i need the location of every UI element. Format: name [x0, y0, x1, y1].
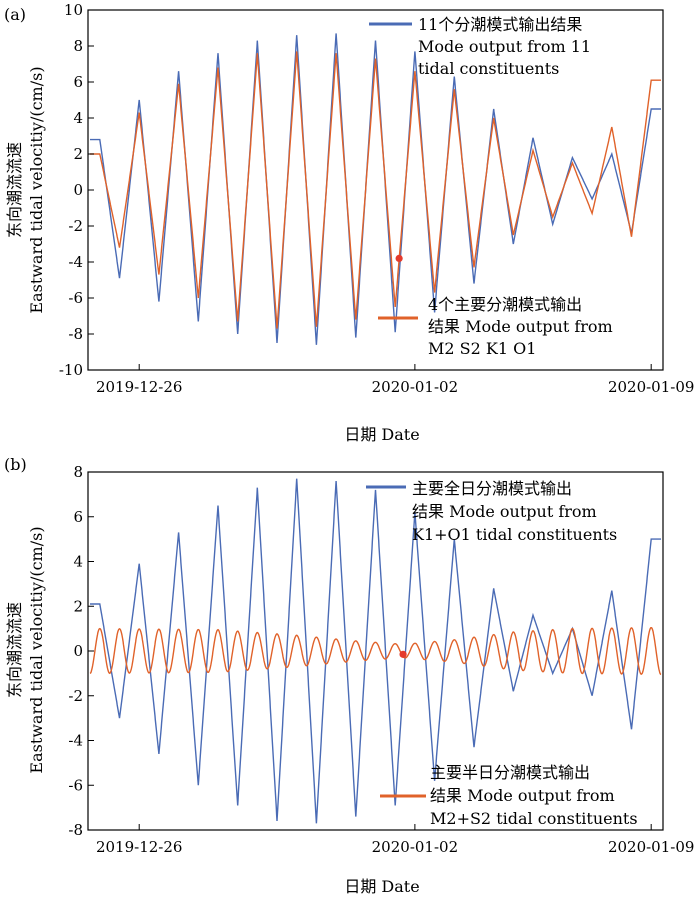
y-tick-label: -4 — [68, 732, 83, 750]
series-line-blue — [90, 478, 661, 824]
y-tick-label: -10 — [59, 361, 83, 379]
legend-label-line-2: Mode output from 11 — [418, 37, 591, 56]
highlight-point — [395, 254, 403, 262]
legend-entry-m2-s2: 主要半日分潮模式输出 结果 Mode output from M2+S2 tid… — [380, 763, 638, 828]
y-axis-title-line-2: Eastward tidal velocitiy/(cm/s) — [27, 66, 46, 313]
series-line-orange — [90, 51, 661, 329]
y-tick-label: 4 — [73, 109, 83, 127]
y-tick-label: 0 — [73, 181, 83, 199]
y-tick-label: 4 — [73, 553, 83, 571]
y-tick-label: -6 — [68, 776, 83, 794]
legend-label-line-1: 11个分潮模式输出结果 — [418, 15, 582, 34]
y-tick-label: -2 — [68, 687, 83, 705]
y-tick-label: 8 — [73, 463, 83, 481]
y-tick-label: -8 — [68, 325, 83, 343]
y-axis-title-line-1: 东向潮流流速 — [5, 602, 24, 698]
y-tick-label: 2 — [73, 145, 83, 163]
x-tick-label: 2019-12-26 — [96, 838, 182, 856]
x-tick-label: 2020-01-09 — [608, 838, 694, 856]
legend-label-line-1: 4个主要分潮模式输出 — [428, 295, 582, 314]
x-tick-label: 2020-01-09 — [608, 378, 694, 396]
y-tick-label: 6 — [73, 73, 83, 91]
panel-label: (a) — [4, 5, 26, 24]
legend-label-line-1: 主要全日分潮模式输出 — [412, 479, 572, 498]
x-axis-title: 日期 Date — [344, 877, 419, 896]
legend-label-line-3: tidal constituents — [418, 59, 559, 78]
legend-entry-k1-o1: 主要全日分潮模式输出 结果 Mode output from K1+O1 tid… — [366, 479, 617, 544]
y-tick-label: 8 — [73, 37, 83, 55]
y-axis-title-line-1: 东向潮流流速 — [5, 142, 24, 238]
legend-label-line-2: 结果 Mode output from — [430, 786, 615, 805]
x-axis-title: 日期 Date — [344, 425, 419, 444]
x-tick-label: 2019-12-26 — [96, 378, 182, 396]
highlight-point — [399, 650, 407, 658]
x-tick-label: 2020-01-02 — [372, 838, 458, 856]
legend-label-line-3: K1+O1 tidal constituents — [412, 525, 617, 544]
y-tick-label: -2 — [68, 217, 83, 235]
y-tick-label: 6 — [73, 508, 83, 526]
panel-a: (a) -10 -8 -6 -4 -2 0 2 4 6 8 10 2019-12-26 2020-01-… — [4, 1, 694, 444]
legend-label-line-2: 结果 Mode output from — [412, 502, 597, 521]
series-line-orange — [89, 626, 662, 676]
legend-entry-4-constituents: 4个主要分潮模式输出 结果 Mode output from M2 S2 K1 … — [378, 295, 613, 358]
legend-label-line-3: M2 S2 K1 O1 — [428, 339, 536, 358]
y-tick-label: 2 — [73, 597, 83, 615]
y-tick-label: 0 — [73, 642, 83, 660]
y-axis-title-line-2: Eastward tidal velocitiy/(cm/s) — [27, 526, 46, 773]
y-tick-label: -6 — [68, 289, 83, 307]
legend-label-line-3: M2+S2 tidal constituents — [430, 809, 638, 828]
y-tick-label: -8 — [68, 821, 83, 839]
x-tick-label: 2020-01-02 — [372, 378, 458, 396]
legend-entry-11-constituents: 11个分潮模式输出结果 Mode output from 11 tidal co… — [369, 15, 591, 78]
y-tick-label: -4 — [68, 253, 83, 271]
panel-label: (b) — [4, 455, 27, 474]
panel-b: (b) -8 -6 -4 -2 0 2 4 6 8 2019-12-26 2020-01-02 202… — [4, 455, 694, 896]
legend-label-line-2: 结果 Mode output from — [428, 317, 613, 336]
legend-label-line-1: 主要半日分潮模式输出 — [430, 763, 590, 782]
y-tick-label: 10 — [64, 1, 83, 19]
